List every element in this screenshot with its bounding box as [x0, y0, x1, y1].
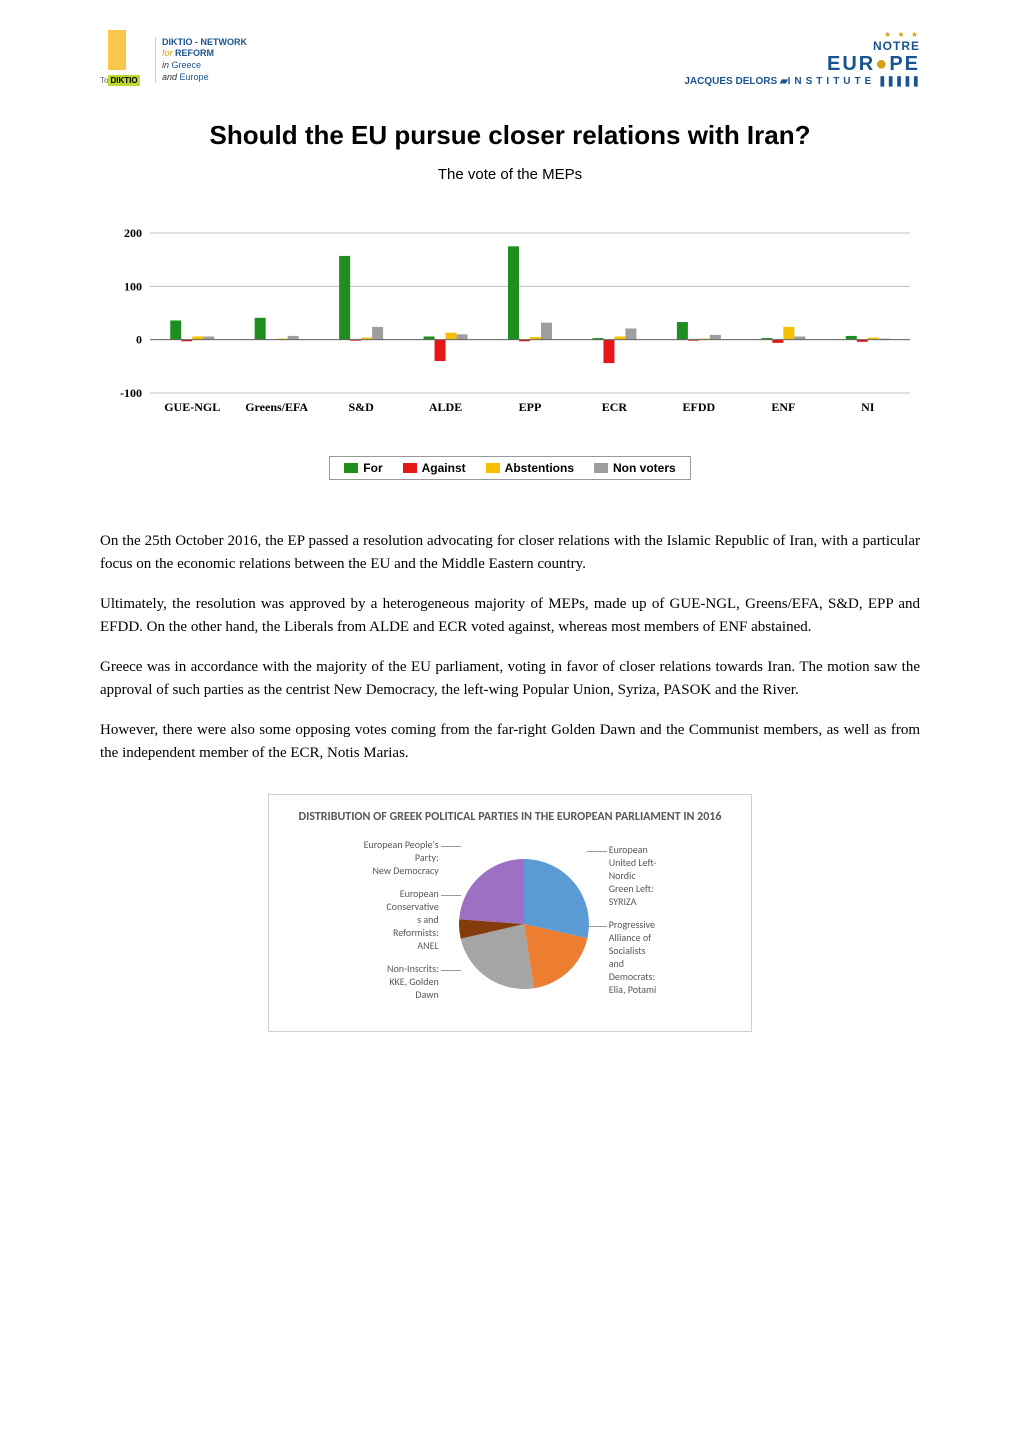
pie-labels-left: European People'sParty:New Democracy Euro…	[364, 838, 439, 1011]
pie-slice-label: European People'sParty:New Democracy	[364, 838, 439, 877]
diktio-logo-brand: DIKTIO	[108, 75, 139, 86]
svg-text:S&D: S&D	[348, 400, 374, 414]
legend-label: Abstentions	[505, 461, 574, 475]
page-subtitle: The vote of the MEPs	[100, 166, 920, 183]
svg-text:Greens/EFA: Greens/EFA	[245, 400, 308, 414]
pie-chart-svg	[449, 849, 599, 999]
legend-item: For	[344, 461, 382, 475]
legend-swatch	[403, 463, 417, 473]
logo-jd: JACQUES DELORS ▰INSTITUTE ❚❚❚❚❚	[684, 76, 920, 87]
pie-chart-title: DISTRIBUTION OF GREEK POLITICAL PARTIES …	[299, 810, 722, 826]
page-title: Should the EU pursue closer relations wi…	[100, 120, 920, 151]
legend-item: Against	[403, 461, 466, 475]
svg-text:100: 100	[124, 279, 142, 293]
pie-slice-label: EuropeanUnited Left-NordicGreen Left:SYR…	[609, 843, 657, 908]
legend-swatch	[344, 463, 358, 473]
paragraph-1: On the 25th October 2016, the EP passed …	[100, 530, 920, 575]
mep-vote-bar-chart: -100 0 100 200 GUE-NGL Greens/EFA S&D ALDE EPP EC…	[100, 223, 920, 480]
pie-slice-label: EuropeanConservatives andReformists:ANEL	[386, 887, 438, 952]
svg-text:EPP: EPP	[519, 400, 542, 414]
legend-item: Non voters	[594, 461, 676, 475]
logo-europe: EUR●PE	[684, 53, 920, 76]
diktio-logo: ToDIKTIO DIKTIO - NETWORK for REFORM in …	[100, 30, 247, 90]
legend-label: Non voters	[613, 461, 676, 475]
jacques-delors-logo: ★ ★ ★ NOTRE EUR●PE JACQUES DELORS ▰INSTI…	[684, 30, 920, 87]
svg-text:-100: -100	[120, 386, 142, 400]
svg-text:NI: NI	[861, 400, 875, 414]
legend-label: For	[363, 461, 382, 475]
legend-swatch	[594, 463, 608, 473]
svg-text:EFDD: EFDD	[683, 400, 716, 414]
diktio-logo-mark: ToDIKTIO	[100, 30, 150, 90]
legend-swatch	[486, 463, 500, 473]
pie-slice-label: Non-Inscrits:KKE, GoldenDawn	[387, 962, 439, 1001]
greek-parties-pie-chart: DISTRIBUTION OF GREEK POLITICAL PARTIES …	[100, 794, 920, 1032]
logo-notre: NOTRE	[684, 39, 920, 53]
stars-icon: ★ ★ ★	[684, 30, 920, 39]
paragraph-2: Ultimately, the resolution was approved …	[100, 593, 920, 638]
paragraph-3: Greece was in accordance with the majori…	[100, 656, 920, 701]
svg-text:ECR: ECR	[602, 400, 628, 414]
diktio-logo-tagline: DIKTIO - NETWORK for REFORM in Greece an…	[155, 37, 247, 84]
legend-label: Against	[422, 461, 466, 475]
page-header: ToDIKTIO DIKTIO - NETWORK for REFORM in …	[100, 30, 920, 90]
paragraph-4: However, there were also some opposing v…	[100, 719, 920, 764]
bar-chart-svg: -100 0 100 200 GUE-NGL Greens/EFA S&D ALDE EPP EC…	[100, 223, 920, 443]
svg-text:ENF: ENF	[771, 400, 795, 414]
bar-chart-legend: For Against Abstentions Non voters	[329, 456, 690, 480]
svg-text:ALDE: ALDE	[429, 400, 462, 414]
legend-item: Abstentions	[486, 461, 574, 475]
svg-text:GUE-NGL: GUE-NGL	[164, 400, 220, 414]
svg-text:0: 0	[136, 333, 142, 347]
svg-text:200: 200	[124, 226, 142, 240]
pie-slice-label: ProgressiveAlliance ofSocialistsandDemoc…	[609, 918, 657, 996]
pie-labels-right: EuropeanUnited Left-NordicGreen Left:SYR…	[609, 843, 657, 1006]
